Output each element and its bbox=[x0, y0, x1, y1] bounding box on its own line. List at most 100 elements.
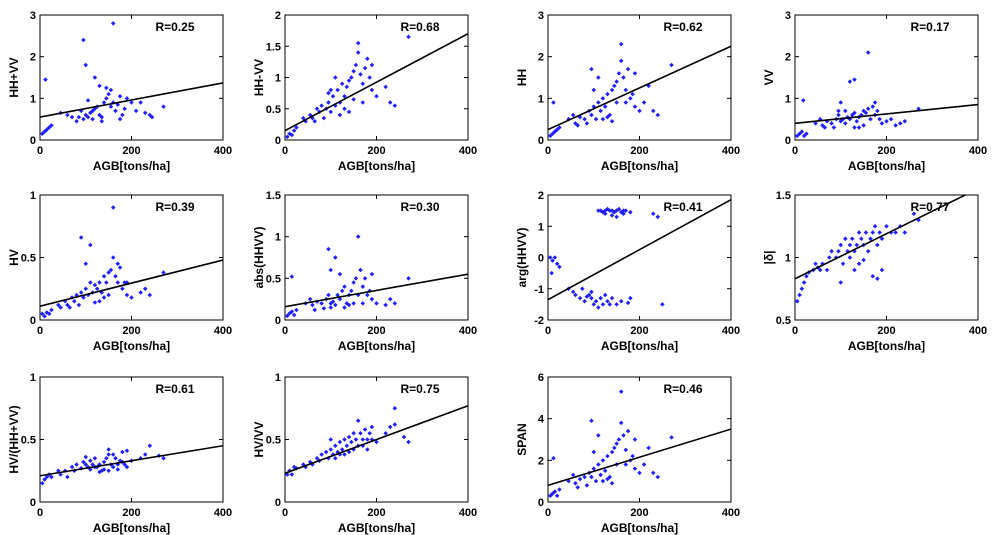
data-point bbox=[612, 445, 617, 451]
data-point bbox=[83, 261, 89, 267]
data-point bbox=[865, 50, 871, 55]
data-point bbox=[589, 66, 594, 72]
data-point bbox=[129, 295, 134, 300]
y-axis-label: HV/(HH+VV) bbox=[7, 405, 21, 473]
data-point bbox=[829, 248, 834, 254]
data-point bbox=[362, 427, 368, 432]
y-tick-label: 1 bbox=[275, 73, 281, 85]
data-point bbox=[549, 270, 554, 276]
data-point bbox=[618, 298, 624, 304]
data-point bbox=[902, 230, 908, 235]
data-point bbox=[596, 305, 601, 310]
data-point bbox=[893, 123, 898, 128]
data-point bbox=[392, 422, 398, 427]
data-point bbox=[580, 286, 585, 292]
data-point bbox=[69, 464, 75, 470]
data-point bbox=[618, 41, 624, 47]
data-point bbox=[872, 100, 878, 105]
data-point bbox=[149, 114, 155, 120]
data-point bbox=[383, 302, 388, 308]
data-point bbox=[113, 455, 118, 461]
data-point bbox=[632, 104, 638, 109]
data-point bbox=[591, 302, 597, 307]
data-point bbox=[346, 109, 352, 115]
y-tick-label: 1.5 bbox=[266, 190, 281, 202]
data-point bbox=[369, 296, 375, 302]
data-point bbox=[852, 267, 857, 273]
y-tick-label: 1 bbox=[30, 372, 36, 384]
data-point bbox=[314, 455, 320, 461]
data-point bbox=[637, 108, 642, 114]
data-point bbox=[618, 420, 624, 426]
x-tick-label: 200 bbox=[630, 507, 648, 519]
data-point bbox=[573, 480, 578, 486]
x-tick-label: 400 bbox=[459, 507, 477, 519]
data-point bbox=[108, 104, 114, 109]
data-point bbox=[319, 301, 324, 306]
y-tick-label: 1 bbox=[538, 221, 544, 233]
data-point bbox=[104, 455, 109, 461]
data-point bbox=[101, 273, 107, 279]
data-layer bbox=[40, 443, 223, 486]
data-point bbox=[582, 298, 587, 304]
data-point bbox=[358, 267, 363, 273]
x-tick-label: 0 bbox=[792, 325, 798, 337]
y-tick-label: 1 bbox=[30, 190, 36, 202]
y-tick-label: 1 bbox=[538, 93, 544, 105]
data-point bbox=[897, 121, 903, 126]
data-point bbox=[104, 96, 109, 101]
data-point bbox=[349, 439, 354, 445]
x-tick-label: 0 bbox=[37, 145, 43, 157]
data-point bbox=[669, 62, 674, 68]
y-tick-label: 0 bbox=[275, 497, 281, 509]
data-point bbox=[353, 437, 359, 442]
data-point bbox=[877, 230, 882, 235]
data-point bbox=[362, 276, 368, 281]
data-point bbox=[843, 108, 848, 114]
data-layer bbox=[548, 41, 731, 139]
data-point bbox=[115, 261, 121, 267]
data-point bbox=[358, 72, 363, 77]
data-point bbox=[147, 292, 153, 298]
data-point bbox=[365, 437, 370, 442]
data-point bbox=[600, 96, 606, 101]
data-point bbox=[337, 112, 343, 118]
data-point bbox=[605, 476, 610, 482]
y-tick-label: 0 bbox=[275, 315, 281, 327]
data-point bbox=[319, 452, 324, 457]
r-annotation: R=0.68 bbox=[400, 20, 439, 34]
x-tick-label: 400 bbox=[459, 325, 477, 337]
data-point bbox=[406, 34, 411, 40]
data-layer bbox=[285, 234, 468, 319]
y-tick-label: 0 bbox=[785, 135, 791, 147]
x-axis-label: AGB[tons/ha] bbox=[601, 339, 678, 353]
data-point bbox=[337, 439, 343, 445]
data-point bbox=[321, 115, 327, 121]
data-point bbox=[138, 100, 143, 105]
data-point bbox=[360, 100, 366, 105]
data-point bbox=[49, 307, 54, 313]
data-point bbox=[110, 255, 116, 260]
y-tick-label: 1 bbox=[30, 93, 36, 105]
x-tick-label: 400 bbox=[969, 325, 987, 337]
x-tick-label: 0 bbox=[545, 325, 551, 337]
data-point bbox=[609, 87, 615, 93]
data-point bbox=[616, 71, 622, 76]
x-tick-label: 200 bbox=[122, 507, 140, 519]
subplot-6: 0 200 400 0 0.5 1 1.5 AGB[tons/ha] abs(HHVV) R=0.… bbox=[252, 190, 477, 353]
data-layer bbox=[548, 389, 731, 499]
data-point bbox=[824, 267, 830, 273]
data-point bbox=[88, 458, 93, 464]
data-point bbox=[840, 261, 846, 267]
data-point bbox=[312, 118, 318, 124]
data-point bbox=[628, 295, 633, 301]
data-point bbox=[99, 118, 105, 124]
x-tick-label: 0 bbox=[545, 145, 551, 157]
data-point bbox=[865, 248, 871, 254]
y-tick-label: 2 bbox=[538, 455, 544, 467]
data-point bbox=[346, 302, 352, 308]
data-point bbox=[289, 274, 295, 279]
data-point bbox=[106, 468, 111, 474]
data-point bbox=[337, 296, 343, 302]
data-point bbox=[628, 209, 633, 215]
